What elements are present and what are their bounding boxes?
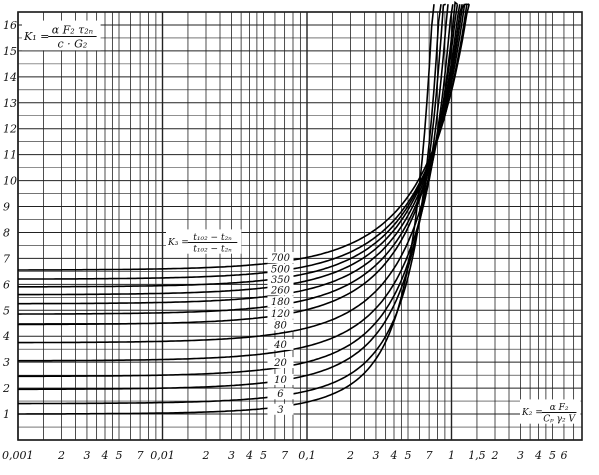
formula-numerator: t₁₀₂ − t₂ₙ xyxy=(193,233,232,243)
x-tick-label: 2 xyxy=(57,449,65,462)
x-tick-label: 6 xyxy=(560,449,567,462)
curve-label-bg xyxy=(267,357,294,369)
formula-numerator: α F₂ τ₂ₙ xyxy=(52,23,93,36)
y-tick-label: 12 xyxy=(3,123,17,136)
curve-11 xyxy=(18,4,442,405)
x-tick-label: 2 xyxy=(346,449,354,462)
y-tick-label: 14 xyxy=(3,71,17,84)
y-tick-label: 1 xyxy=(3,408,10,421)
formula-denominator: Cₚ γ₂ V xyxy=(543,414,576,424)
formula-lhs: K₃ = xyxy=(167,238,189,248)
curve-label-bg xyxy=(267,296,294,308)
curve-label-bg xyxy=(267,274,294,286)
curve-label-bg xyxy=(267,307,294,319)
formula-lhs: K₁ = xyxy=(23,30,49,43)
formula-bg xyxy=(520,399,581,424)
curve-label: 20 xyxy=(273,358,287,369)
curve-label: 180 xyxy=(271,297,291,308)
curve-1 xyxy=(17,3,470,280)
curve-0 xyxy=(18,4,470,271)
curve-label: 700 xyxy=(271,253,291,264)
x-tick-label: 2 xyxy=(202,449,210,462)
curve-label: 6 xyxy=(277,389,284,400)
curve-5 xyxy=(18,4,461,315)
curve-label: 260 xyxy=(270,285,291,296)
x-tick-label: 5 xyxy=(260,449,267,462)
formula-numerator: α F₂ xyxy=(550,403,569,413)
y-tick-label: 7 xyxy=(3,252,10,265)
x-tick-label: 3 xyxy=(83,449,90,462)
y-tick-label: 11 xyxy=(3,149,17,162)
x-tick-label: 7 xyxy=(137,449,144,462)
y-tick-label: 16 xyxy=(3,19,17,32)
curve-6 xyxy=(18,4,459,326)
curve-3 xyxy=(18,3,466,296)
x-tick-label: 0,001 xyxy=(2,449,34,462)
formula-denominator: t₁₀₂ − t₂ₙ xyxy=(193,244,232,254)
curve-4 xyxy=(18,4,463,305)
curve-label: 80 xyxy=(274,320,287,331)
curve-label-bg xyxy=(267,388,294,400)
curve-9 xyxy=(18,4,449,378)
x-tick-label: 1,5 xyxy=(468,449,486,462)
x-tick-label: 2 xyxy=(491,449,499,462)
x-tick-label: 5 xyxy=(116,449,123,462)
y-tick-label: 3 xyxy=(3,356,10,369)
x-tick-label: 5 xyxy=(405,449,412,462)
formula-bg xyxy=(166,229,242,254)
curve-label-bg xyxy=(267,252,294,264)
curve-label: 350 xyxy=(271,275,291,286)
formula-lhs: K₂ = xyxy=(521,408,543,418)
x-tick-label: 7 xyxy=(426,449,433,462)
curves xyxy=(17,0,470,415)
y-tick-label: 15 xyxy=(3,45,17,58)
x-tick-label: 7 xyxy=(281,449,288,462)
x-tick-label: 1 xyxy=(448,449,455,462)
curve-10 xyxy=(18,3,446,391)
grid xyxy=(17,11,583,441)
curve-label: 120 xyxy=(271,309,291,320)
x-tick-label: 0,1 xyxy=(298,449,316,462)
y-axis-formula: K₁ =α F₂ τ₂ₙ c · G₂ xyxy=(22,20,101,51)
curve-7 xyxy=(18,0,458,344)
x-tick-label: 3 xyxy=(517,449,524,462)
formula-bg xyxy=(22,20,101,51)
y-tick-label: 2 xyxy=(2,382,10,395)
y-tick-label: 9 xyxy=(3,201,10,214)
curve-8 xyxy=(17,4,454,362)
curve-label: 500 xyxy=(271,265,291,276)
curve-label-bg xyxy=(267,373,294,385)
y-tick-label: 5 xyxy=(3,304,10,317)
curve-label-bg xyxy=(267,319,294,331)
y-tick-label: 8 xyxy=(3,226,10,239)
curve-label-bg xyxy=(267,284,294,296)
y-tick-label: 13 xyxy=(3,97,17,110)
x-tick-label: 3 xyxy=(372,449,379,462)
x-tick-label: 5 xyxy=(549,449,556,462)
curve-label: 3 xyxy=(277,405,283,416)
x-tick-label: 4 xyxy=(245,449,253,462)
curve-label: 40 xyxy=(273,340,287,351)
y-tick-label: 6 xyxy=(3,278,10,291)
curve-label-bg xyxy=(267,403,294,415)
y-tick-label: 4 xyxy=(2,330,10,343)
x-tick-label: 3 xyxy=(228,449,235,462)
curve-label-bg xyxy=(267,263,294,275)
x-tick-label: 0,01 xyxy=(150,449,175,462)
x-tick-label: 4 xyxy=(534,449,542,462)
x-tick-label: 4 xyxy=(390,449,398,462)
curve-label-bg xyxy=(267,338,294,350)
y-tick-label: 10 xyxy=(3,175,17,188)
formula-denominator: c · G₂ xyxy=(57,38,87,51)
curve-12 xyxy=(18,4,435,415)
x-tick-label: 4 xyxy=(100,449,108,462)
curve-label: 10 xyxy=(274,375,287,386)
curve-2 xyxy=(18,3,467,288)
